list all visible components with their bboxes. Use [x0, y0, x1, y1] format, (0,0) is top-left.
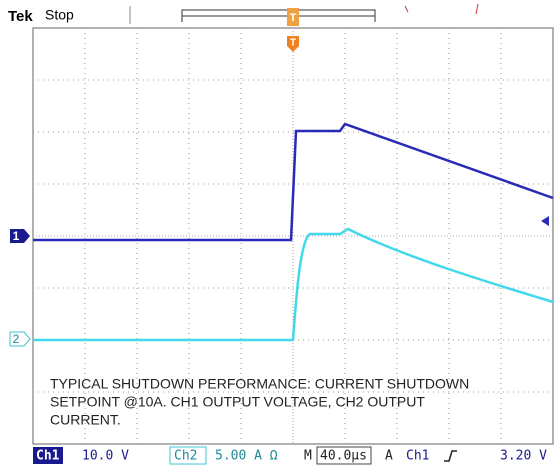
time-scale: 40.0µs — [320, 449, 367, 464]
tick-red — [475, 3, 479, 15]
trigger-source: Ch1 — [406, 449, 429, 464]
annotation-line: SETPOINT @10A. CH1 OUTPUT VOLTAGE, CH2 O… — [50, 394, 425, 410]
annotation-line: TYPICAL SHUTDOWN PERFORMANCE: CURRENT SH… — [50, 376, 469, 392]
trigger-level-arrow — [541, 216, 549, 226]
trigger-marker: T — [290, 38, 296, 49]
trigger-pointer — [287, 36, 299, 52]
trigger-marker-top: T — [290, 12, 297, 24]
acq-status: Stop — [45, 7, 74, 23]
ch1-marker — [10, 229, 30, 243]
ch1-tag — [33, 447, 63, 464]
ch1-label: Ch1 — [36, 449, 60, 464]
ch2-trace — [33, 227, 554, 342]
ch2-marker — [9, 331, 31, 347]
ch1-trace — [33, 122, 554, 242]
brand: Tek — [8, 8, 33, 25]
annotation-line: CURRENT. — [50, 412, 121, 428]
ch2-marker-label: 2 — [13, 332, 20, 346]
ch2-scale: 5.00 A Ω — [215, 449, 278, 464]
ch2-label: Ch2 — [174, 449, 197, 464]
trigger-label: A — [385, 449, 393, 464]
tick-red — [404, 5, 409, 13]
ch1-marker-label: 1 — [13, 229, 20, 243]
time-label: M — [304, 449, 312, 464]
trigger-slope — [444, 450, 457, 462]
ch2-tag — [169, 446, 207, 465]
trigger-level: 3.20 V — [500, 449, 547, 464]
time-box — [316, 446, 372, 465]
trigger-pos — [287, 8, 299, 26]
ch1-scale: 10.0 V — [82, 449, 129, 464]
